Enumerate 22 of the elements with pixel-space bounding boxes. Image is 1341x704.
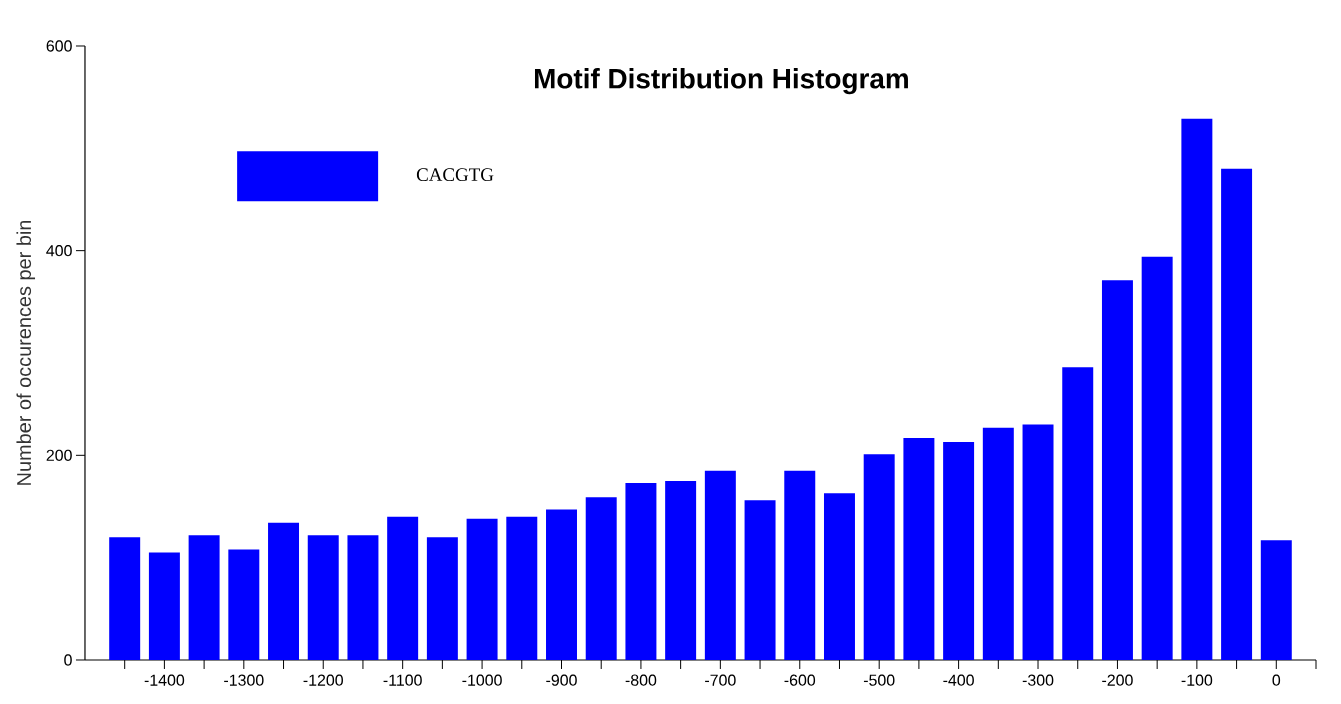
y-tick-label: 200 (46, 449, 72, 461)
text: CACGTG (416, 168, 494, 182)
x-tick-label: -400 (943, 674, 974, 686)
x-tick-label: -100 (1181, 674, 1213, 686)
x-tick-label: -1300 (224, 674, 264, 686)
x-tick-label: -900 (546, 674, 577, 686)
x-tick-label: -300 (1022, 674, 1054, 686)
x-tick-label: 0 (1272, 674, 1281, 686)
x-tick-label: -1100 (383, 674, 422, 686)
y-tick-label: 0 (64, 654, 72, 666)
x-tick-label: -800 (625, 674, 657, 686)
text: Motif Distribution Histogram (534, 68, 908, 95)
x-tick-label: -600 (784, 674, 816, 686)
x-tick-label: -1000 (462, 674, 502, 686)
x-tick-label: -200 (1102, 674, 1133, 686)
x-tick-label: -1200 (303, 674, 343, 686)
y-tick-label: 400 (46, 245, 72, 257)
x-tick-label: -700 (705, 674, 736, 686)
x-tick-label: -500 (863, 674, 895, 686)
x-tick-label: -1400 (144, 674, 185, 686)
y-tick-label: 600 (46, 40, 72, 52)
y-axis-title: Number of occurences per bin (16, 220, 36, 485)
